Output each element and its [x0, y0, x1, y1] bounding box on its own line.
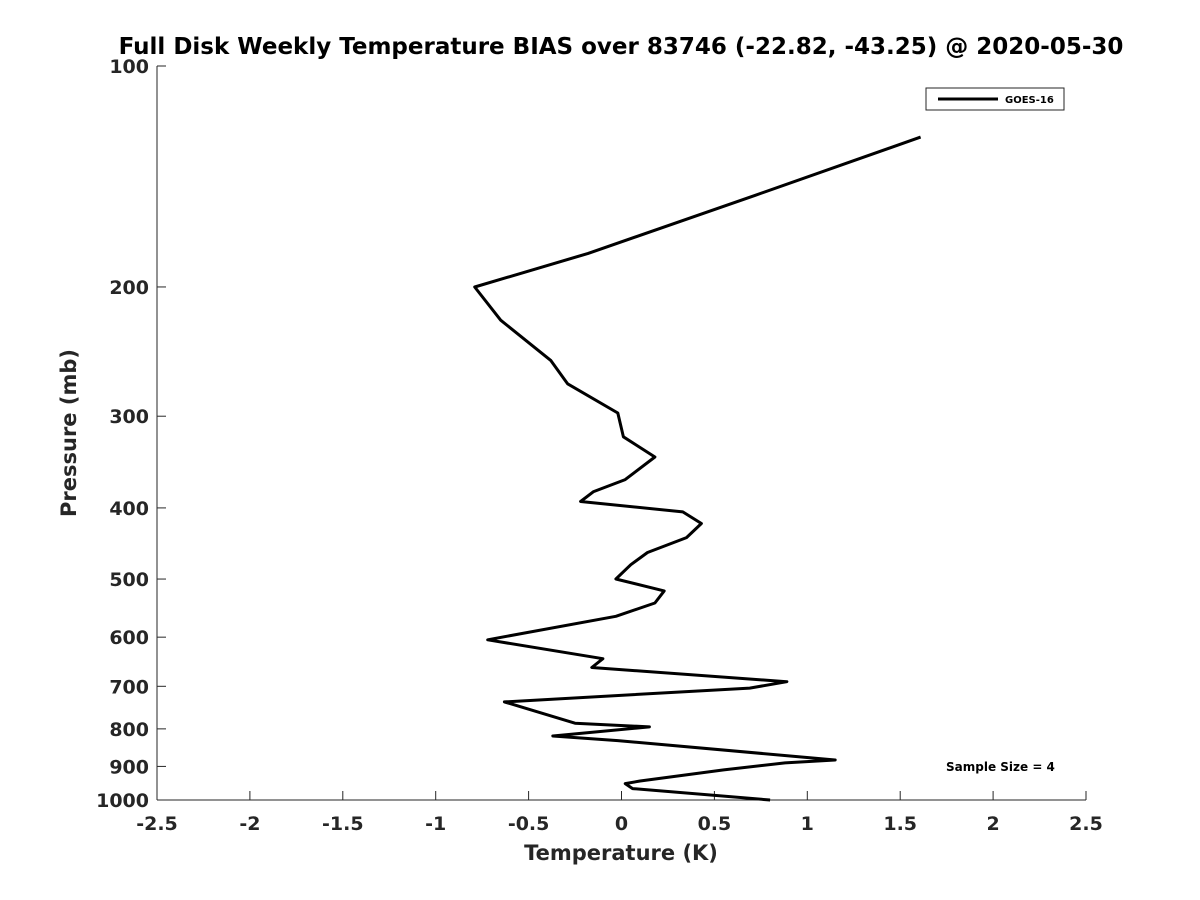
- x-tick-label: -1: [425, 813, 446, 835]
- y-tick-label: 800: [109, 719, 149, 741]
- x-tick-label: -1.5: [322, 813, 364, 835]
- y-tick-label: 100: [109, 56, 149, 78]
- x-tick-label: 1: [801, 813, 814, 835]
- sample-size-annotation: Sample Size = 4: [946, 760, 1055, 774]
- y-tick-label: 1000: [96, 790, 149, 812]
- y-axis-label: Pressure (mb): [57, 349, 81, 517]
- x-tick-label: 2: [986, 813, 999, 835]
- x-ticks: -2.5 -2 -1.5 -1 -0.5 0 0.5 1 1.5 2 2.5: [136, 791, 1103, 835]
- y-tick-label: 300: [109, 406, 149, 428]
- series-layer: [473, 135, 922, 802]
- y-tick-label: 500: [109, 569, 149, 591]
- x-tick-label: -0.5: [508, 813, 550, 835]
- x-tick-label: 2.5: [1069, 813, 1103, 835]
- y-tick-label: 600: [109, 627, 149, 649]
- y-tick-label: 900: [109, 756, 149, 778]
- x-tick-label: -2: [239, 813, 260, 835]
- series-line: [473, 135, 922, 802]
- chart-title: Full Disk Weekly Temperature BIAS over 8…: [119, 34, 1124, 60]
- y-tick-label: 700: [109, 676, 149, 698]
- x-axis-label: Temperature (K): [524, 841, 718, 865]
- y-tick-label: 400: [109, 498, 149, 520]
- x-tick-label: -2.5: [136, 813, 178, 835]
- x-tick-label: 0.5: [698, 813, 732, 835]
- legend: GOES-16: [925, 87, 1065, 111]
- y-ticks: 100 200 300 400 500 600 700 800 900 1000: [96, 56, 166, 812]
- legend-label: GOES-16: [1005, 95, 1054, 106]
- x-tick-label: 1.5: [883, 813, 917, 835]
- y-tick-label: 200: [109, 277, 149, 299]
- x-tick-label: 0: [615, 813, 628, 835]
